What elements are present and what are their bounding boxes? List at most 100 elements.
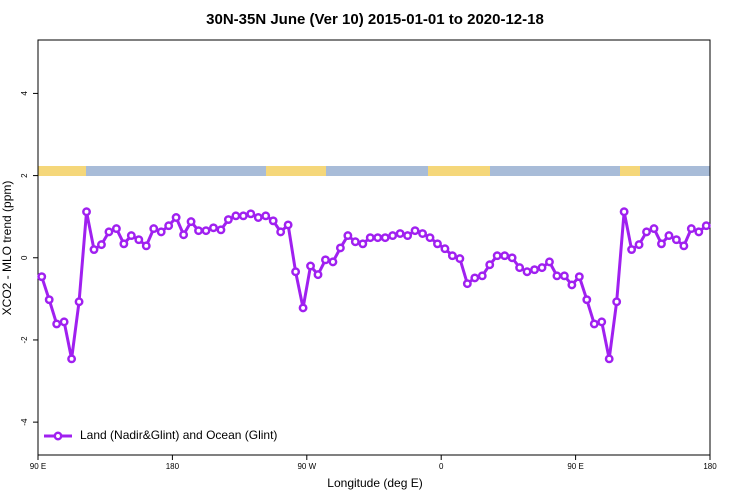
data-point <box>156 227 166 237</box>
data-point <box>365 233 375 243</box>
legend-marker <box>53 431 63 441</box>
data-point <box>545 257 554 267</box>
data-point <box>671 235 681 245</box>
data-point <box>276 227 286 237</box>
data-point <box>642 227 651 237</box>
data-point <box>231 211 241 221</box>
x-tick-label: 90 E <box>30 462 46 471</box>
data-point <box>612 297 622 307</box>
data-point <box>74 297 84 307</box>
data-point <box>238 211 248 221</box>
data-point <box>507 253 517 263</box>
data-point <box>313 270 323 280</box>
data-point <box>111 224 121 234</box>
data-point <box>634 240 644 250</box>
data-point <box>201 226 211 236</box>
data-point <box>395 229 405 238</box>
data-point <box>679 241 689 251</box>
data-point <box>44 295 54 305</box>
data-point <box>694 227 704 237</box>
data-point <box>485 260 495 270</box>
data-point <box>388 231 398 241</box>
land-patch <box>266 166 326 176</box>
data-point <box>321 255 330 265</box>
data-point <box>119 239 129 249</box>
x-tick-label: 0 <box>439 462 444 471</box>
data-point <box>589 319 599 329</box>
y-axis-label: XCO2 - MLO trend (ppm) <box>0 181 14 316</box>
data-point <box>261 211 271 221</box>
data-point <box>582 295 592 305</box>
land-patch <box>620 166 640 176</box>
x-tick-label: 180 <box>703 462 717 471</box>
chart-title: 30N-35N June (Ver 10) 2015-01-01 to 2020… <box>206 11 544 28</box>
data-point <box>67 354 77 364</box>
data-point <box>627 245 637 255</box>
data-point <box>104 227 114 237</box>
data-point <box>59 317 69 327</box>
data-point <box>380 233 390 243</box>
data-point <box>134 235 144 245</box>
data-point <box>522 267 532 277</box>
data-point <box>574 272 584 282</box>
data-point <box>171 213 181 222</box>
data-point <box>164 221 174 231</box>
data-point <box>403 231 413 241</box>
data-point <box>701 221 711 231</box>
y-tick-label: 2 <box>20 173 29 178</box>
data-point <box>223 215 233 225</box>
data-point <box>283 220 293 230</box>
data-point <box>89 245 99 255</box>
data-point <box>126 231 136 241</box>
land-ocean-strip <box>38 166 710 176</box>
data-point <box>350 237 360 247</box>
data-point <box>82 207 91 217</box>
ocean-strip <box>38 166 710 176</box>
data-point <box>567 280 577 290</box>
data-point <box>373 233 383 243</box>
y-tick-label: 4 <box>20 91 29 96</box>
y-tick-label: -2 <box>20 336 29 344</box>
data-point <box>298 303 308 313</box>
y-tick-label: -4 <box>20 418 29 426</box>
data-point <box>186 217 196 227</box>
data-point <box>664 231 674 241</box>
data-point <box>530 265 539 275</box>
data-point <box>37 272 47 282</box>
data-point <box>216 225 226 235</box>
x-tick-label: 180 <box>166 462 180 471</box>
plot-frame <box>37 39 711 456</box>
data-point <box>425 233 435 243</box>
data-point <box>343 231 353 241</box>
data-point <box>470 273 480 283</box>
data-point <box>604 354 614 364</box>
y-tick-label: 0 <box>20 255 29 260</box>
data-point <box>194 226 203 236</box>
data-point <box>492 251 502 261</box>
data-point <box>97 240 106 250</box>
data-point <box>179 230 189 240</box>
legend-label: Land (Nadir&Glint) and Ocean (Glint) <box>80 428 277 442</box>
data-point <box>477 271 487 281</box>
data-point <box>149 224 159 234</box>
data-point <box>440 244 450 254</box>
data-point <box>500 251 510 261</box>
data-point <box>455 254 465 264</box>
data-point <box>619 207 629 217</box>
data-point <box>597 317 607 327</box>
data-point <box>291 267 301 277</box>
data-point <box>418 229 427 238</box>
data-point <box>649 224 659 234</box>
data-point <box>328 257 338 267</box>
data-point <box>246 209 256 219</box>
data-point <box>686 224 696 234</box>
data-point <box>335 243 345 253</box>
data-point <box>433 239 442 249</box>
data-point <box>462 279 472 289</box>
data-point <box>52 319 62 329</box>
data-point <box>358 239 368 249</box>
data-point <box>306 261 315 271</box>
data-point <box>268 216 278 226</box>
land-patch <box>38 166 86 176</box>
data-point <box>410 226 420 236</box>
